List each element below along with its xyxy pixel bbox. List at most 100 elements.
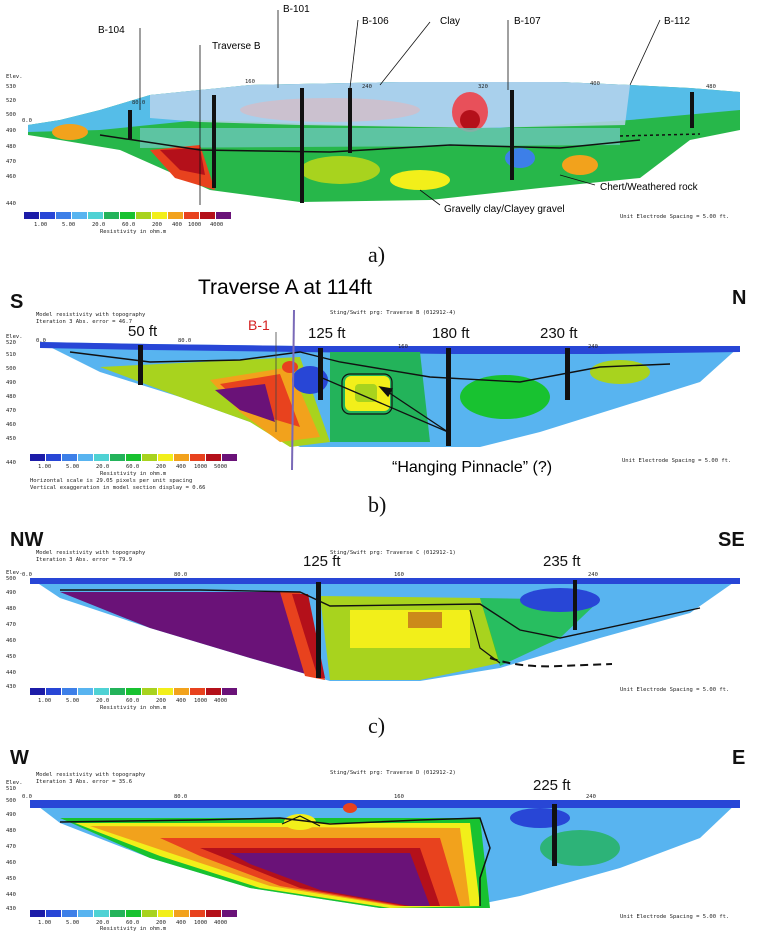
scale-unit: Resistivity in ohm.m [100,926,167,932]
svg-text:Elev.: Elev. [6,74,23,80]
leader-lines-a [139,10,661,206]
scale-tick: 20.0 [96,698,109,704]
svg-text:400: 400 [590,81,600,87]
panel-b: S N Traverse A at 114ft Model resistivit… [0,272,761,518]
svg-text:530: 530 [6,84,16,90]
scale-tick: 1000 [194,920,207,926]
svg-text:240: 240 [588,344,598,350]
svg-text:490: 490 [6,128,16,134]
electrode-spacing: Unit Electrode Spacing = 5.00 ft. [620,687,729,693]
section-b-body [40,342,740,447]
scale-tick: 4000 [210,222,223,228]
svg-text:320: 320 [478,84,488,90]
svg-text:0.0: 0.0 [22,572,32,578]
svg-text:80.0: 80.0 [132,100,145,106]
svg-text:460: 460 [6,422,16,428]
svg-text:460: 460 [6,638,16,644]
scale-tick: 4000 [214,920,227,926]
svg-text:240: 240 [586,794,596,800]
direction-west: W [10,747,29,769]
scale-tick: 5.00 [66,698,79,704]
svg-text:440: 440 [6,670,16,676]
scale-tick: 200 [152,222,162,228]
scale-tick: 4000 [214,698,227,704]
mark-235ft: 235 ft [543,553,581,570]
svg-text:80.0: 80.0 [174,572,187,578]
traverse-b-label: Traverse B [212,41,261,52]
color-scale-a [24,212,231,219]
scale-tick: 1.00 [34,222,47,228]
mark-230ft: 230 ft [540,325,578,342]
scale-tick: 1.00 [38,698,51,704]
scale-tick: 1000 [194,698,207,704]
mark-180ft: 180 ft [432,325,470,342]
elev-axis-d: Elev. 510 500 490 480 470 460 450 440 43… [6,780,23,912]
scale-tick: 200 [156,920,166,926]
scale-tick: 1000 [194,464,207,470]
panel-a: B-104 Traverse B B-101 B-106 Clay B-107 … [0,0,761,272]
borehole-label-b106: B-106 [362,16,389,27]
elev-axis-a: Elev. 530 520 500 490 480 470 460 440 [6,74,23,207]
scale-tick: 20.0 [92,222,105,228]
horizontal-scale-note: Horizontal scale is 29.05 pixels per uni… [30,478,192,484]
svg-text:480: 480 [6,606,16,612]
scale-tick: 20.0 [96,920,109,926]
svg-text:240: 240 [588,572,598,578]
borehole-label-b1: B-1 [248,317,270,333]
svg-text:0.0: 0.0 [36,338,46,344]
borehole-label-b107: B-107 [514,16,541,27]
traverse-a-line [291,309,295,471]
svg-text:80.0: 80.0 [178,338,191,344]
header-line-1: Model resistivity with topography [36,550,146,556]
svg-text:470: 470 [6,622,16,628]
direction-northwest: NW [10,529,43,551]
svg-text:500: 500 [6,798,16,804]
svg-text:500: 500 [6,112,16,118]
svg-text:430: 430 [6,906,16,912]
caption-c: c) [368,713,385,738]
svg-text:Elev.: Elev. [6,570,23,576]
scale-tick: 1000 [188,222,201,228]
caption-b: b) [368,492,386,517]
svg-text:450: 450 [6,876,16,882]
elev-axis-c: Elev. 500 490 480 470 460 450 440 430 [6,570,23,690]
scale-unit: Resistivity in ohm.m [100,471,167,477]
svg-text:160: 160 [245,79,255,85]
svg-text:490: 490 [6,812,16,818]
direction-south: S [10,291,23,313]
section-a-body [28,82,740,202]
scale-tick: 60.0 [126,464,139,470]
header-line-1: Model resistivity with topography [36,312,146,318]
svg-text:430: 430 [6,684,16,690]
section-c-body [30,578,740,681]
section-d-body [30,800,740,908]
svg-text:160: 160 [398,344,408,350]
svg-text:500: 500 [6,366,16,372]
header-line-2: Iteration 3 Abs. error = 79.9 [36,557,132,563]
distance-axis-a: 0.0 80.0 160 240 320 400 480 [22,79,716,124]
svg-text:440: 440 [6,201,16,207]
mark-50ft: 50 ft [128,323,158,340]
scale-tick: 200 [156,698,166,704]
gravel-label: Gravelly clay/Clayey gravel [444,204,565,215]
distance-axis-b: 0.0 80.0 160 240 [36,338,598,350]
borehole-bars-a [128,88,694,203]
borehole-bars-c [316,580,577,678]
svg-text:460: 460 [6,860,16,866]
header-line-2: Iteration 3 Abs. error = 46.7 [36,319,132,325]
scale-tick: 5.00 [62,222,75,228]
scale-tick: 5000 [214,464,227,470]
pinnacle-arrows [319,376,449,433]
svg-text:0.0: 0.0 [22,794,32,800]
direction-southeast: SE [718,529,745,551]
mark-225ft: 225 ft [533,777,571,794]
svg-text:510: 510 [6,786,16,792]
svg-text:0.0: 0.0 [22,118,32,124]
scale-unit: Resistivity in ohm.m [100,229,167,235]
svg-text:460: 460 [6,174,16,180]
scale-unit: Resistivity in ohm.m [100,705,167,711]
electrode-spacing: Unit Electrode Spacing = 5.00 ft. [620,914,729,920]
svg-text:500: 500 [6,576,16,582]
electrode-spacing: Unit Electrode Spacing = 5.00 ft. [622,458,731,464]
borehole-label-b104: B-104 [98,25,125,36]
